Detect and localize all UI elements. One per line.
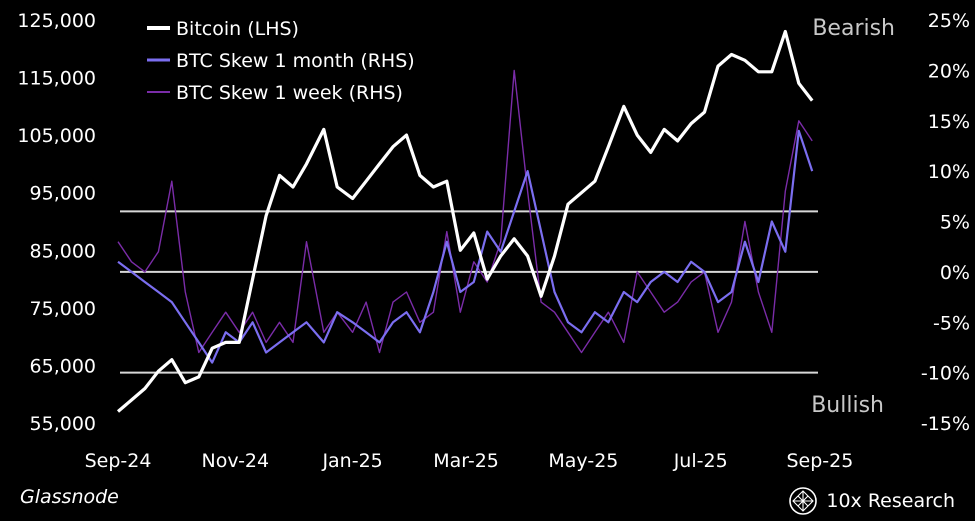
left-tick-label: 75,000 [30, 298, 96, 320]
series-line-0 [116, 29, 814, 413]
right-tick-label: 25% [928, 10, 970, 32]
x-tick-label: Nov-24 [202, 450, 270, 472]
left-tick-label: 55,000 [30, 413, 96, 435]
left-tick-label: 125,000 [17, 10, 96, 32]
legend-label-2: BTC Skew 1 week (RHS) [176, 82, 403, 104]
x-tick-label: Jul-25 [673, 450, 728, 472]
right-tick-label: -15% [921, 413, 970, 435]
left-tick-label: 95,000 [30, 183, 96, 205]
series-line-1 [117, 129, 814, 364]
x-tick-label: May-25 [548, 450, 618, 472]
right-tick-label: -10% [921, 363, 970, 385]
legend-label-1: BTC Skew 1 month (RHS) [176, 50, 415, 72]
left-tick-label: 85,000 [30, 240, 96, 262]
brand-logo-icon [789, 487, 818, 515]
brand: 10x Research [788, 486, 955, 516]
right-tick-label: 20% [928, 60, 970, 82]
legend: Bitcoin (LHS) BTC Skew 1 month (RHS) BTC S… [147, 18, 415, 104]
x-tick-label: Jan-25 [321, 450, 382, 472]
x-tick-label: Mar-25 [433, 450, 499, 472]
x-tick-label: Sep-25 [787, 450, 854, 472]
reference-lines [120, 210, 818, 374]
x-tick-label: Sep-24 [85, 450, 152, 472]
right-tick-label: 0% [940, 262, 970, 284]
right-tick-label: 15% [928, 111, 970, 133]
annotation-bearish: Bearish [812, 16, 895, 41]
series-lines [116, 29, 814, 413]
x-axis-ticks: Sep-24 Nov-24 Jan-25 Mar-25 May-25 Jul-25 Sep-… [85, 450, 854, 472]
right-tick-label: 10% [928, 161, 970, 183]
left-tick-label: 115,000 [17, 68, 96, 90]
annotation-bullish: Bullish [811, 393, 884, 418]
legend-label-0: Bitcoin (LHS) [176, 18, 299, 40]
left-tick-label: 65,000 [30, 355, 96, 377]
brand-name: 10x Research [826, 490, 955, 512]
left-tick-label: 105,000 [17, 125, 96, 147]
right-tick-label: 5% [940, 212, 970, 234]
left-axis-ticks: 125,000 115,000 105,000 95,000 85,000 75,000 6… [17, 10, 96, 435]
right-axis-ticks: 25% 20% 15% 10% 5% 0% -5% -10% -15% [921, 10, 970, 435]
right-tick-label: -5% [933, 312, 970, 334]
source-label: Glassnode [20, 486, 119, 508]
